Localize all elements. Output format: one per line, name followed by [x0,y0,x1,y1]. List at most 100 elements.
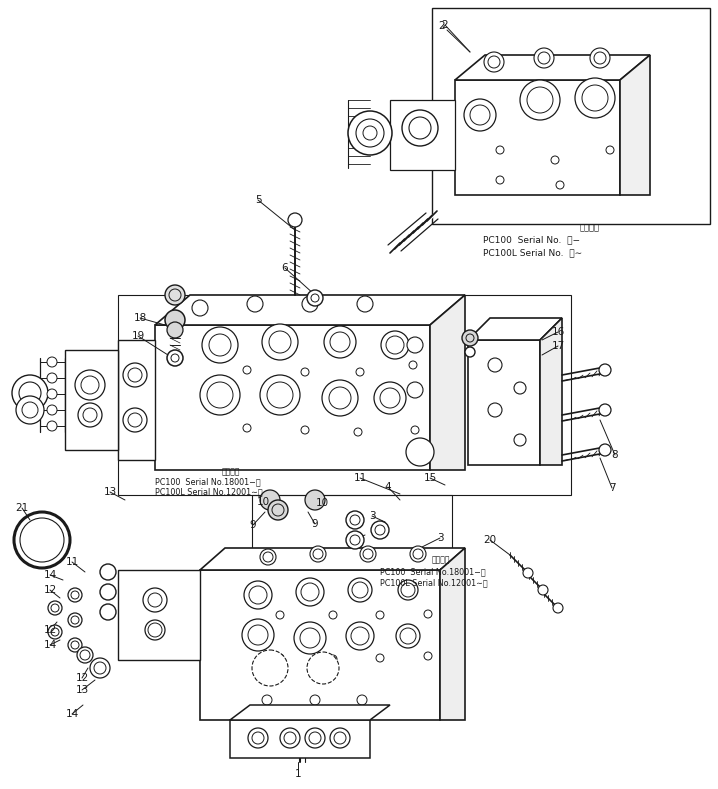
Circle shape [90,658,110,678]
Circle shape [360,546,376,562]
Text: 適用号機: 適用号機 [222,468,241,477]
Text: 6: 6 [281,263,289,273]
Text: PC100  Serial No.  ・−: PC100 Serial No. ・− [483,235,580,245]
Polygon shape [230,720,370,758]
Text: 14: 14 [65,709,79,719]
Circle shape [599,444,611,456]
Circle shape [262,324,298,360]
Polygon shape [390,100,455,170]
Circle shape [78,403,102,427]
Circle shape [551,156,559,164]
Polygon shape [118,340,155,460]
Text: 3: 3 [437,533,443,543]
Circle shape [296,578,324,606]
Circle shape [398,580,418,600]
Text: 16: 16 [551,327,564,337]
Circle shape [100,584,116,600]
Text: PC100L Serial No.12001∼・: PC100L Serial No.12001∼・ [155,488,263,496]
Circle shape [346,622,374,650]
Circle shape [556,181,564,189]
Circle shape [357,695,367,705]
Polygon shape [468,318,562,340]
Circle shape [202,327,238,363]
Circle shape [534,48,554,68]
Text: 1: 1 [294,769,302,779]
Polygon shape [430,295,465,470]
Circle shape [123,408,147,432]
Circle shape [307,652,339,684]
Text: 5: 5 [255,195,261,205]
Polygon shape [468,340,540,465]
Text: 11: 11 [65,557,79,567]
Polygon shape [540,318,562,465]
Circle shape [280,728,300,748]
Circle shape [599,364,611,376]
Circle shape [538,585,548,595]
Circle shape [410,546,426,562]
Text: 19: 19 [131,331,144,341]
Circle shape [553,603,563,613]
Circle shape [242,619,274,651]
Circle shape [462,330,478,346]
Circle shape [16,396,44,424]
Circle shape [301,426,309,434]
Text: 17: 17 [551,341,564,351]
Circle shape [165,285,185,305]
Text: PC100L Serial No.  ・∼: PC100L Serial No. ・∼ [483,249,582,257]
Circle shape [406,438,434,466]
Circle shape [324,326,356,358]
Circle shape [243,366,251,374]
Text: 3: 3 [347,537,353,547]
Circle shape [356,368,364,376]
Circle shape [145,620,165,640]
Circle shape [20,518,64,562]
Circle shape [424,652,432,660]
Circle shape [606,146,614,154]
Circle shape [47,357,57,367]
Circle shape [354,428,362,436]
Circle shape [47,389,57,399]
Circle shape [165,310,185,330]
Circle shape [68,613,82,627]
Circle shape [260,549,276,565]
Bar [118,295,571,495]
Text: 18: 18 [134,313,146,323]
Circle shape [396,624,420,648]
Text: 10: 10 [315,498,329,508]
Circle shape [411,426,419,434]
Text: 2: 2 [442,20,448,30]
Circle shape [330,728,350,748]
Circle shape [310,546,326,562]
Circle shape [407,382,423,398]
Text: 適用号機: 適用号機 [580,223,600,233]
Circle shape [310,695,320,705]
Circle shape [123,363,147,387]
Circle shape [407,337,423,353]
Polygon shape [200,570,440,720]
Text: 14: 14 [43,570,57,580]
Circle shape [381,331,409,359]
Circle shape [346,511,364,529]
Text: 8: 8 [612,450,618,460]
Circle shape [357,296,373,312]
Circle shape [243,424,251,432]
Text: 適用号機: 適用号機 [432,555,450,564]
Text: 13: 13 [75,685,88,695]
Circle shape [75,370,105,400]
Circle shape [301,368,309,376]
Circle shape [348,578,372,602]
Circle shape [248,728,268,748]
Circle shape [68,638,82,652]
Text: 4: 4 [385,482,391,492]
Circle shape [402,110,438,146]
Circle shape [488,358,502,372]
Circle shape [260,490,280,510]
Circle shape [167,350,183,366]
Circle shape [244,581,272,609]
Circle shape [77,647,93,663]
Polygon shape [455,80,620,195]
Text: 10: 10 [256,497,269,507]
Circle shape [47,405,57,415]
Polygon shape [155,295,465,325]
Circle shape [100,604,116,620]
